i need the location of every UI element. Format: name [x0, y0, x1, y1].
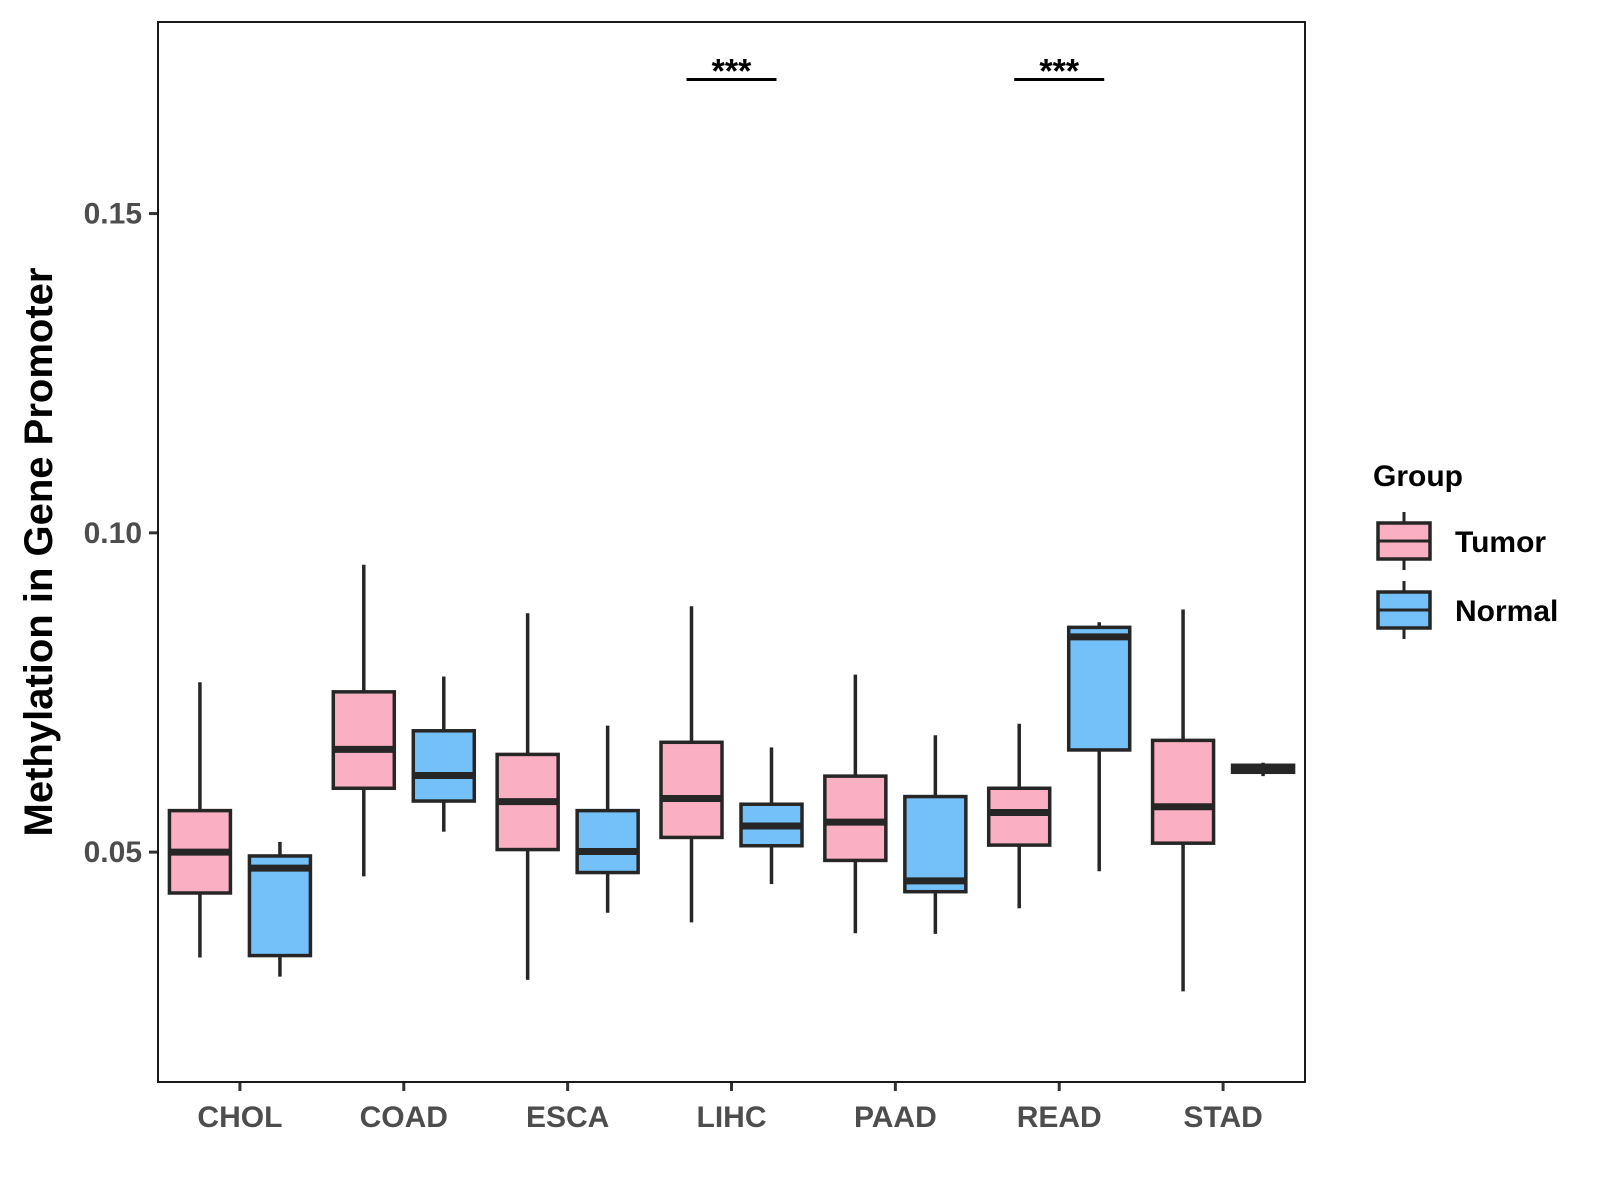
legend-label-tumor: Tumor [1455, 526, 1546, 559]
box-iqr [659, 740, 724, 840]
box-iqr [823, 774, 888, 863]
legend-keys: Tumor Normal [1376, 512, 1558, 639]
boxes [167, 564, 1296, 992]
x-tick-label-coad: COAD [360, 1101, 448, 1134]
y-tick-label: 0.10 [84, 517, 142, 550]
box-esca-tumor [495, 613, 560, 980]
box-paad-tumor [823, 674, 888, 934]
y-axis: 0.05 0.10 0.15 [84, 198, 158, 869]
box-esca-normal [575, 725, 640, 913]
box-iqr [575, 808, 640, 875]
box-lihc-tumor [659, 606, 724, 923]
box-chol-tumor [167, 682, 233, 958]
y-tick-label: 0.05 [84, 836, 142, 869]
x-axis: CHOL COAD ESCA LIHC PAAD READ STAD [197, 1082, 1263, 1134]
box-coad-tumor [331, 564, 397, 877]
box-iqr [331, 690, 397, 791]
x-tick-label-stad: STAD [1183, 1101, 1262, 1134]
box-paad-normal [903, 735, 968, 934]
significance-label: *** [712, 52, 752, 90]
box-read-tumor [986, 723, 1052, 909]
y-tick-label: 0.15 [84, 198, 142, 231]
box-iqr [1150, 738, 1216, 845]
box-iqr [986, 786, 1052, 847]
box-lihc-normal [739, 747, 804, 885]
x-tick-label-paad: PAAD [854, 1101, 937, 1134]
x-tick-label-esca: ESCA [526, 1101, 609, 1134]
y-axis-title: Methylation in Gene Promoter [17, 268, 61, 837]
box-coad-normal [411, 676, 477, 832]
box-iqr [903, 794, 968, 894]
box-iqr [411, 729, 477, 803]
plot-panel-border [157, 21, 1306, 1083]
legend-item-normal: Normal [1376, 581, 1558, 639]
x-tick-label-lihc: LIHC [697, 1101, 767, 1134]
box-read-normal [1066, 622, 1132, 872]
significance-label: *** [1039, 52, 1079, 90]
box-iqr [247, 854, 313, 958]
x-tick-label-chol: CHOL [197, 1101, 282, 1134]
legend-title: Group [1373, 460, 1463, 493]
box-stad-normal [1230, 762, 1296, 777]
legend: Group Tumor Normal [1373, 460, 1558, 639]
box-iqr [1066, 625, 1132, 752]
legend-item-tumor: Tumor [1376, 512, 1546, 570]
legend-label-normal: Normal [1455, 595, 1558, 628]
box-stad-tumor [1150, 609, 1216, 992]
box-chol-normal [247, 841, 313, 977]
significance-annotations: *** *** [686, 52, 1105, 90]
x-tick-label-read: READ [1017, 1101, 1102, 1134]
